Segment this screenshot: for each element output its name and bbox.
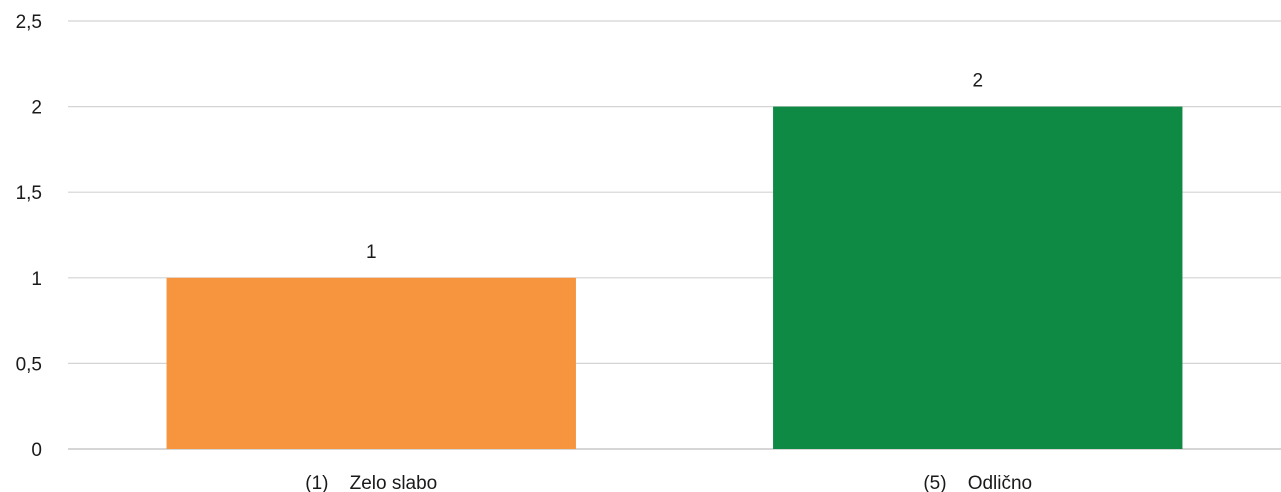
y-tick-label: 1 xyxy=(31,269,42,290)
bar xyxy=(166,277,576,449)
data-label: 1 xyxy=(366,242,377,263)
y-tick-label: 2 xyxy=(31,98,42,119)
y-tick-label: 0,5 xyxy=(16,354,42,375)
data-label: 2 xyxy=(972,71,983,92)
x-axis-category-labels: (1) Zelo slabo (5) Odlično xyxy=(305,473,1032,492)
y-axis-tick-labels: 0 0,5 1 1,5 2 2,5 xyxy=(16,12,42,461)
x-category-label: (5) Odlično xyxy=(923,473,1032,492)
y-tick-label: 1,5 xyxy=(16,183,42,204)
x-category-label: (1) Zelo slabo xyxy=(305,473,437,492)
bars xyxy=(166,106,1183,449)
y-tick-label: 0 xyxy=(31,440,42,461)
bar xyxy=(773,106,1183,449)
y-tick-label: 2,5 xyxy=(16,12,42,33)
data-labels: 12 xyxy=(366,71,983,263)
